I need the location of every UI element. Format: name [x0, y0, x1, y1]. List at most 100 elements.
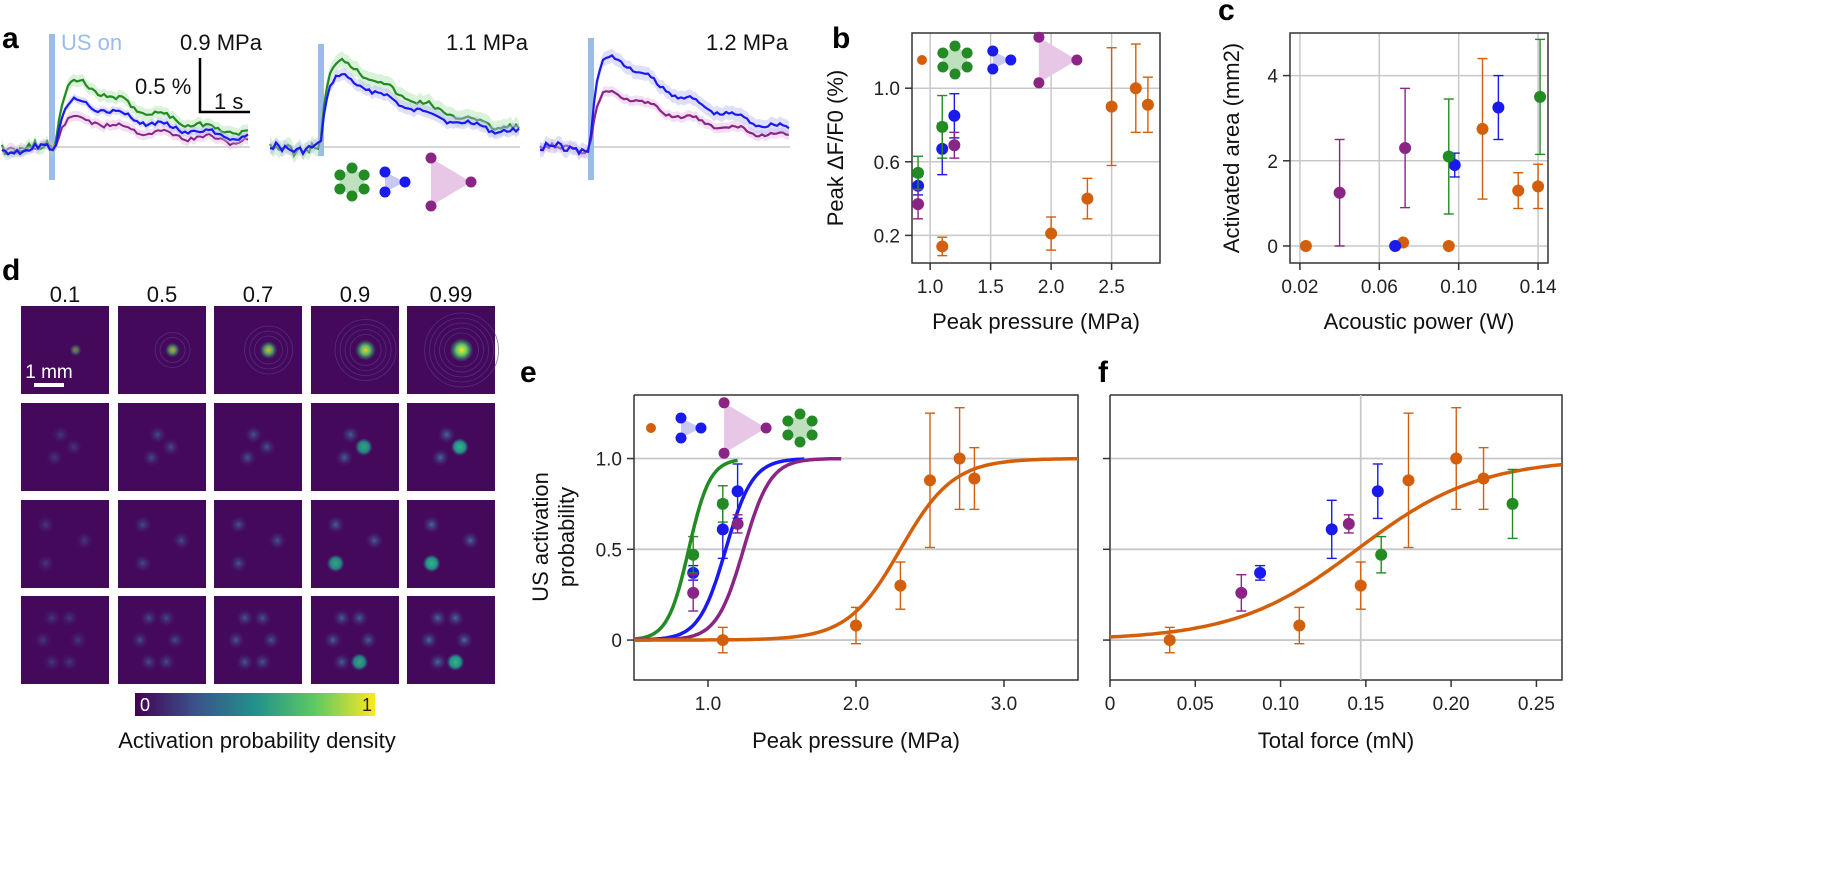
heatmap-spot	[229, 515, 248, 534]
column-label: 0.1	[50, 282, 81, 307]
glyph-hexamer-dot	[358, 169, 370, 181]
heatmap-spot	[69, 344, 82, 356]
data-point-trimer-small	[948, 109, 961, 122]
trace-band	[2, 93, 248, 159]
panel-c-chart: 0.02 0.06 0.10 0.14 0 2 4 Acoustic power (W) Act…	[1219, 32, 1557, 334]
heatmap-ring	[434, 322, 489, 378]
pressure-label-1.1: 1.1 MPa	[446, 30, 529, 55]
heatmap-spot	[359, 631, 378, 649]
heatmap-spot	[420, 631, 438, 649]
heatmap-ring	[349, 334, 382, 366]
y-axis-label: Peak ΔF/F0 (%)	[823, 70, 848, 227]
data-point-trimer-small	[1492, 101, 1505, 114]
heatmap-spot	[461, 531, 480, 550]
scale-bar	[34, 383, 64, 387]
heatmap-spot	[335, 448, 354, 467]
data-point-single	[936, 240, 949, 253]
heatmap-spot	[42, 653, 61, 671]
glyph-hexamer-dot	[949, 68, 961, 80]
heatmap-spot	[139, 609, 158, 627]
heatmap-tile	[118, 306, 206, 394]
glyph-hexamer-dot	[949, 40, 961, 52]
heatmap-spot	[36, 515, 55, 534]
panel-d-heatmaps: 0.1 0.5 0.7 0.9 0.99 1 mm	[21, 282, 499, 684]
x-tick-label: 0.06	[1361, 277, 1398, 298]
x-tick-label: 1.0	[695, 694, 721, 715]
heatmap-tile	[311, 500, 399, 588]
glyph-trimer-large-dot	[760, 422, 772, 434]
heatmap-spot	[431, 448, 450, 467]
heatmap-spot	[75, 531, 94, 550]
heatmap-spot	[428, 653, 447, 671]
y-tick-label: 4	[1267, 67, 1278, 88]
x-tick-label: 0.15	[1347, 694, 1384, 715]
data-point-single	[1293, 619, 1306, 632]
glyph-hexamer-dot	[334, 183, 346, 195]
heatmap-spot	[326, 515, 345, 534]
heatmap-ring	[444, 332, 479, 368]
us-on-bar	[588, 38, 594, 180]
cluster-glyphs	[334, 31, 1083, 459]
trace-band	[540, 85, 789, 159]
heatmap-spot	[45, 448, 64, 467]
heatmap-spot	[139, 653, 158, 671]
heatmap-ring	[334, 319, 397, 381]
heatmap-ring	[439, 327, 484, 373]
data-point-trimer-small	[1448, 159, 1461, 172]
x-tick-label: 0.25	[1518, 694, 1555, 715]
glyph-trimer-large-shape	[431, 158, 471, 206]
heatmap-spot	[446, 653, 465, 671]
trace-#1a1aee	[539, 53, 790, 156]
fit-curve-green	[634, 458, 738, 641]
data-point-single	[1402, 474, 1415, 487]
colorbar-min-label: 0	[140, 695, 150, 715]
fit-curve-orange	[1109, 462, 1563, 639]
data-point-single	[1141, 98, 1154, 111]
heatmap-spot	[229, 554, 248, 573]
heatmap-spot	[60, 653, 79, 671]
heatmap-tile	[311, 306, 399, 394]
panel-label-f: f	[1098, 356, 1109, 389]
glyph-hexamer-shape	[943, 48, 967, 72]
heatmap-spot	[437, 425, 456, 444]
panel-label-c: c	[1218, 0, 1235, 27]
glyph-hexamer-dot	[346, 190, 358, 202]
heatmap-tile	[407, 500, 495, 588]
heatmap-spot	[166, 631, 185, 649]
heatmap-spot	[326, 554, 345, 573]
data-point-trimer-large	[1235, 586, 1248, 599]
heatmap-spot	[449, 338, 474, 362]
data-point-hexamer	[1442, 150, 1455, 163]
panel-label-e: e	[520, 356, 537, 389]
heatmap-spot	[69, 631, 88, 649]
heatmap-ring	[244, 325, 293, 375]
heatmap-spot	[257, 438, 276, 456]
glyph-hexamer-dot	[794, 436, 806, 448]
y-tick-label: 0	[611, 631, 622, 652]
heatmap-spot	[350, 653, 369, 671]
x-tick-label: 3.0	[991, 694, 1017, 715]
heatmap-tile	[21, 306, 109, 394]
heatmap-spot	[332, 609, 351, 627]
glyph-trimer-large-dot	[718, 447, 730, 459]
heatmap-spot	[253, 653, 272, 671]
panel-label-b: b	[832, 22, 850, 55]
data-point-trimer-large	[912, 198, 925, 211]
x-tick-label: 0.10	[1262, 694, 1299, 715]
y-axis-label: Activated area (mm2)	[1219, 43, 1244, 253]
heatmap-spot	[455, 631, 474, 649]
data-point-hexamer	[687, 548, 700, 561]
panel-b-chart: 1.0 1.5 2.0 2.5 0.2 0.6 1.0 Peak pressure (MPa)…	[823, 32, 1161, 334]
glyph-trimer-small-shape	[681, 418, 701, 438]
y-tick-label: 0	[1267, 237, 1278, 258]
data-point-single	[1163, 634, 1176, 647]
x-tick-label: 2.0	[1038, 277, 1064, 298]
glyph-trimer-small-dot	[1005, 54, 1017, 66]
glyph-hexamer-dot	[806, 429, 818, 441]
glyph-trimer-small-shape	[385, 172, 405, 192]
data-point-trimer-large	[731, 517, 744, 530]
colorbar	[135, 693, 375, 716]
y-tick-label: 1.0	[874, 79, 900, 100]
data-point-single	[850, 619, 862, 632]
heatmap-spot	[428, 609, 447, 627]
